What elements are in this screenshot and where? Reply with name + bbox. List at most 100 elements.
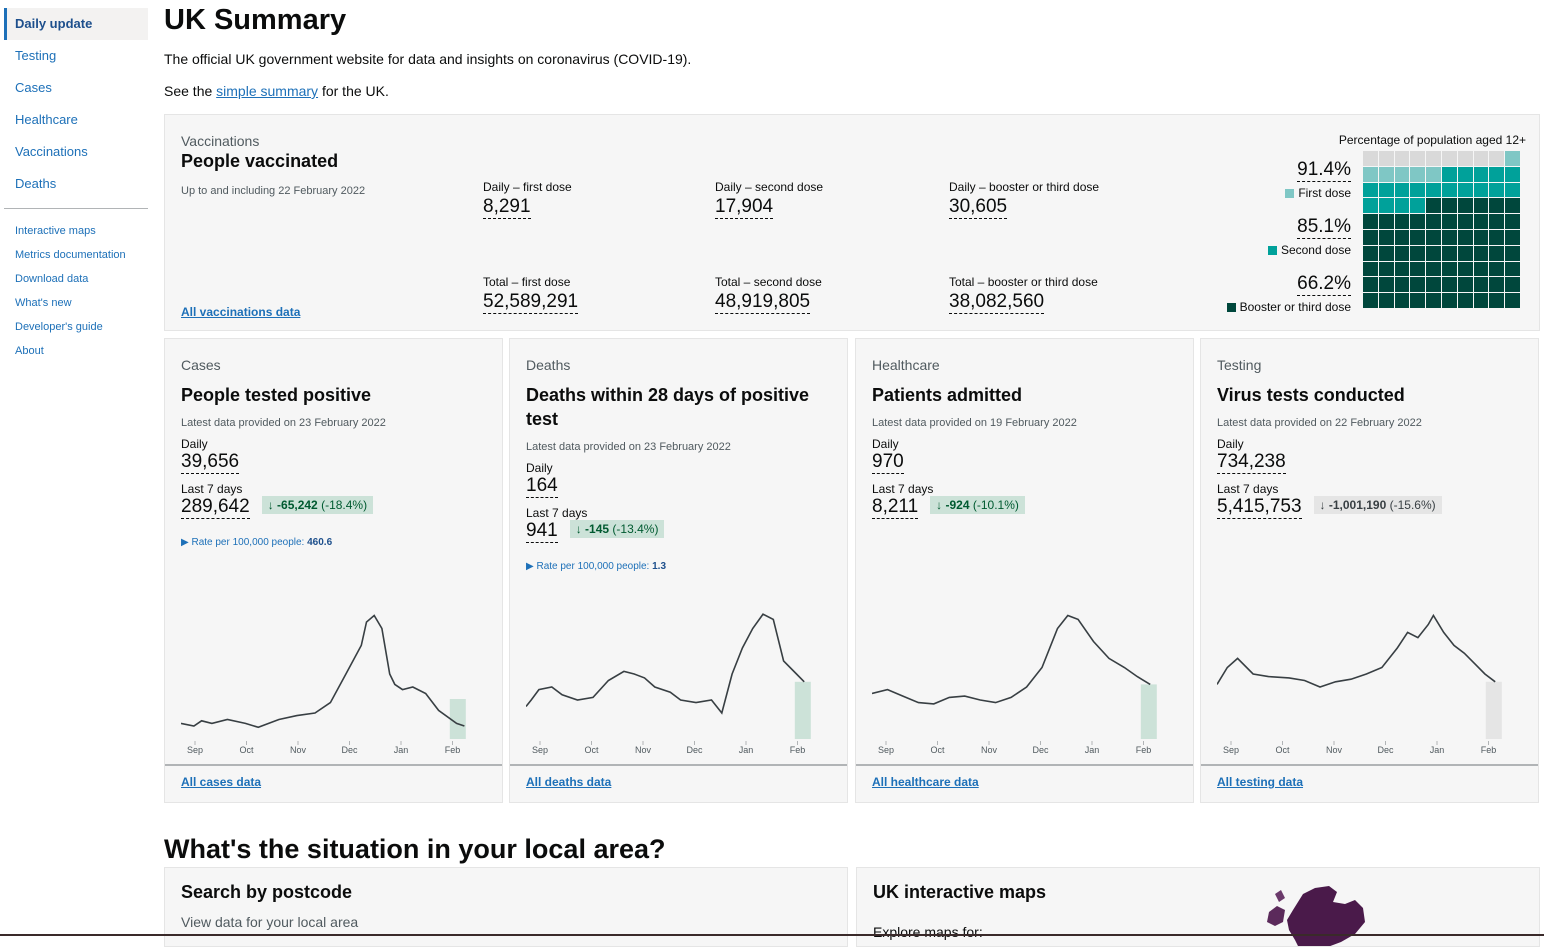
sidebar-link-interactive-maps[interactable]: Interactive maps	[15, 225, 96, 237]
see-prefix: See the	[164, 83, 213, 99]
x-tick-label: Nov	[1326, 745, 1343, 755]
rate-value: 460.6	[307, 537, 333, 548]
latest-date: Latest data provided on 22 February 2022	[1217, 417, 1422, 429]
rate-label: Rate per 100,000 people:	[536, 561, 650, 572]
x-tick-label: Jan	[739, 745, 754, 755]
deaths-chart: Sep Oct Nov Dec Jan Feb	[526, 613, 811, 755]
metric-value[interactable]: 52,589,291	[483, 291, 579, 314]
x-tick-label: Feb	[445, 745, 461, 755]
waffle-cell	[1473, 245, 1489, 261]
card-category: Cases	[181, 357, 221, 373]
sidebar-item-healthcare[interactable]: Healthcare	[15, 112, 78, 127]
all-cases-link[interactable]: All cases data	[181, 775, 262, 789]
simple-summary-link[interactable]: simple summary	[216, 83, 319, 99]
arrow-down-icon: ↓	[575, 522, 586, 536]
sidebar-item-vaccinations[interactable]: Vaccinations	[15, 144, 88, 159]
sidebar-link-metrics-documentation[interactable]: Metrics documentation	[15, 249, 126, 261]
week-value[interactable]: 941	[526, 520, 558, 543]
card-heading: Patients admitted	[872, 385, 1023, 405]
daily-label: Daily	[872, 437, 899, 451]
all-testing-link[interactable]: All testing data	[1217, 775, 1304, 789]
all-vaccinations-link[interactable]: All vaccinations data	[181, 305, 301, 319]
week-value[interactable]: 8,211	[872, 496, 919, 519]
metric-value[interactable]: 17,904	[715, 196, 774, 219]
week-value[interactable]: 5,415,753	[1217, 496, 1302, 519]
all-healthcare-link[interactable]: All healthcare data	[872, 775, 979, 789]
card-heading: People vaccinated	[181, 151, 339, 171]
waffle-cell	[1489, 151, 1505, 166]
waffle-cell	[1426, 151, 1441, 166]
second-dose-percent[interactable]: 85.1%	[1297, 216, 1351, 239]
waffle-cell	[1457, 277, 1473, 293]
rate-toggle[interactable]: ▶ Rate per 100,000 people: 460.6	[181, 537, 491, 548]
sidebar-link-about[interactable]: About	[15, 345, 44, 357]
maps-card[interactable]: UK interactive maps Explore maps for:	[856, 867, 1540, 947]
waffle-cell	[1410, 151, 1426, 166]
metric-value[interactable]: 30,605	[949, 196, 1008, 219]
first-dose-percent[interactable]: 91.4%	[1297, 159, 1351, 182]
sidebar-link-whats-new[interactable]: What's new	[15, 297, 72, 309]
x-tick-label: Dec	[1032, 745, 1049, 755]
sidebar-link-download-data[interactable]: Download data	[15, 273, 89, 285]
daily-value[interactable]: 734,238	[1217, 451, 1286, 474]
week-value[interactable]: 289,642	[181, 496, 250, 519]
waffle-cell	[1457, 245, 1473, 261]
sidebar-item-daily-update[interactable]: Daily update	[4, 8, 148, 40]
waffle-cell	[1441, 229, 1457, 245]
waffle-cell	[1378, 151, 1394, 166]
booster-swatch	[1226, 303, 1236, 312]
waffle-cell	[1473, 229, 1489, 245]
sidebar-item-cases[interactable]: Cases	[15, 80, 52, 95]
waffle-cell	[1489, 166, 1505, 182]
waffle-cell	[1394, 166, 1410, 182]
waffle-cell	[1441, 277, 1457, 293]
waffle-cell	[1363, 166, 1378, 182]
metric-value[interactable]: 38,082,560	[949, 291, 1045, 314]
change-value: -1,001,190	[1328, 498, 1387, 512]
waffle-cell	[1410, 261, 1426, 277]
page-title: UK Summary	[164, 4, 347, 36]
waffle-cell	[1457, 166, 1473, 182]
waffle-cell	[1457, 182, 1473, 198]
waffle-cell	[1457, 198, 1473, 214]
rate-label: Rate per 100,000 people:	[191, 537, 305, 548]
waffle-cell	[1378, 293, 1394, 308]
waffle-cell	[1505, 293, 1520, 308]
waffle-cell	[1505, 277, 1520, 293]
sidebar-link-developers-guide[interactable]: Developer's guide	[15, 321, 103, 333]
metric-value[interactable]: 8,291	[483, 196, 531, 219]
waffle-cell	[1426, 293, 1441, 308]
booster-percent[interactable]: 66.2%	[1297, 273, 1351, 296]
postcode-card[interactable]: Search by postcode View data for your lo…	[164, 867, 848, 947]
booster-label: Booster or third dose	[1239, 300, 1351, 314]
local-area-heading: What's the situation in your local area?	[164, 834, 666, 864]
daily-value[interactable]: 39,656	[181, 451, 240, 474]
waffle-title: Percentage of population aged 12+	[1338, 133, 1526, 147]
simple-summary-line: See the simple summary for the UK.	[164, 83, 389, 99]
daily-value[interactable]: 970	[872, 451, 904, 474]
sidebar-item-deaths[interactable]: Deaths	[15, 176, 57, 191]
metric-label: Daily – booster or third dose	[949, 180, 1100, 194]
waffle-cell	[1489, 277, 1505, 293]
waffle-cell	[1363, 245, 1378, 261]
metric-value[interactable]: 48,919,805	[715, 291, 811, 314]
waffle-cell	[1441, 151, 1457, 166]
waffle-cell	[1426, 245, 1441, 261]
metric-total-booster: Total – booster or third dose 38,082,560	[949, 275, 1098, 314]
sidebar-item-testing[interactable]: Testing	[15, 48, 57, 63]
waffle-cell	[1473, 166, 1489, 182]
second-dose-swatch	[1267, 246, 1277, 255]
rate-toggle[interactable]: ▶ Rate per 100,000 people: 1.3	[526, 561, 836, 572]
x-tick-label: Feb	[1481, 745, 1497, 755]
daily-value[interactable]: 164	[526, 475, 558, 498]
x-tick-label: Oct	[930, 745, 945, 755]
waffle-cell	[1473, 277, 1489, 293]
change-value: -924	[945, 498, 970, 512]
data-date: Up to and including 22 February 2022	[181, 185, 366, 197]
waffle-cell	[1363, 214, 1378, 229]
metric-label: Total – booster or third dose	[949, 275, 1098, 289]
metric-total-first-dose: Total – first dose 52,589,291	[483, 275, 579, 314]
x-tick-label: Oct	[584, 745, 599, 755]
x-tick-label: Dec	[686, 745, 703, 755]
all-deaths-link[interactable]: All deaths data	[526, 775, 612, 789]
